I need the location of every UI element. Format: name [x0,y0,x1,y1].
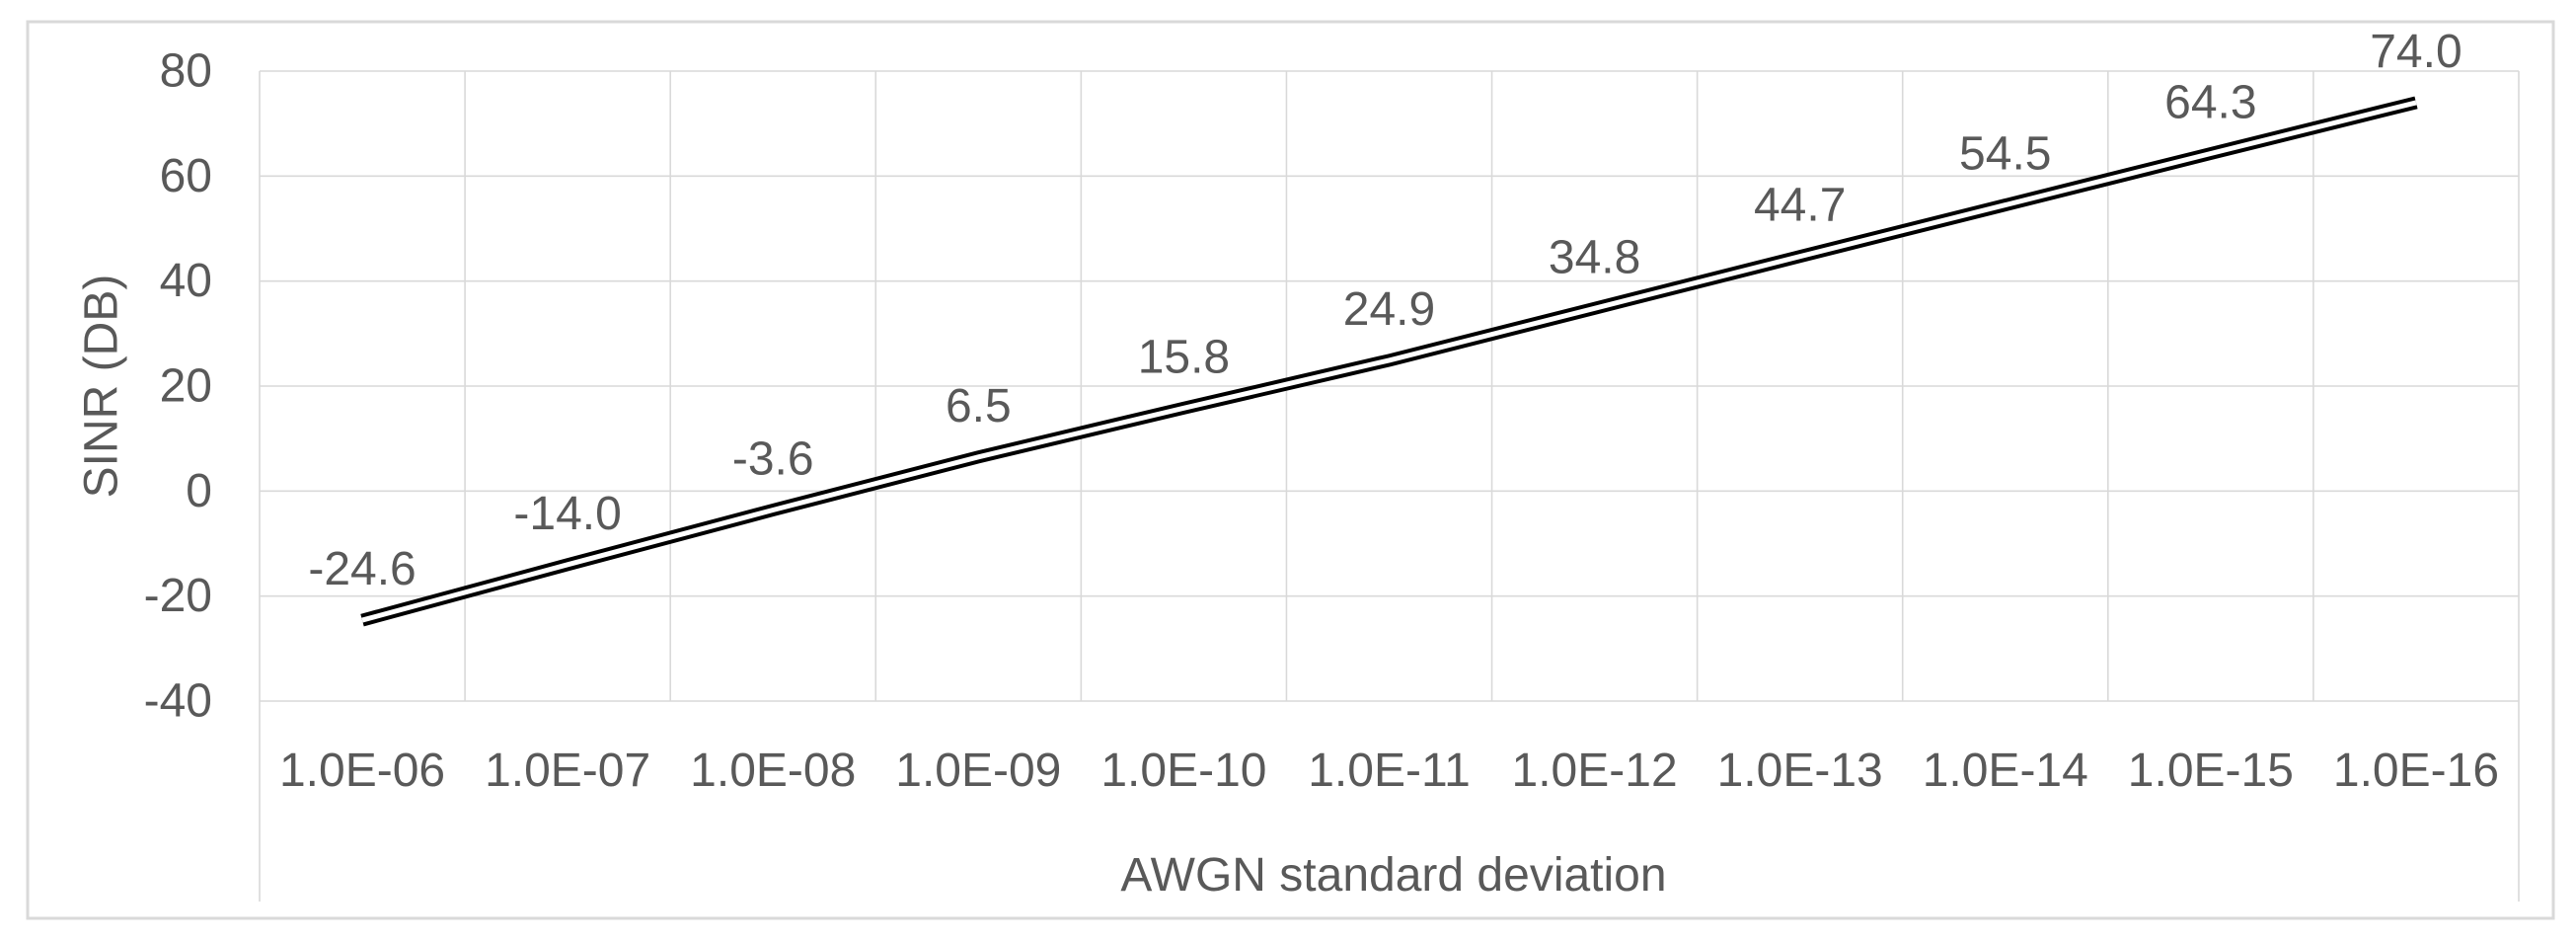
y-tick-label: -40 [144,675,212,728]
y-tick-label: 80 [160,45,212,98]
x-tick-label: 1.0E-15 [2128,745,2294,797]
x-tick-label: 1.0E-14 [1923,745,2088,797]
y-axis-title: SINR (DB) [76,275,128,499]
data-point-label: 54.5 [1959,128,2051,181]
data-point-label: 24.9 [1343,283,1435,336]
data-labels: -24.6 -14.0 -3.6 6.5 15.8 24.9 34.8 44.7 54.5 64.… [308,26,2462,595]
y-axis-tick-labels: 80 60 40 20 0 -20 -40 [144,45,212,728]
data-point-label: -24.6 [308,543,416,595]
x-tick-label: 1.0E-09 [895,745,1061,797]
x-axis-title: AWGN standard deviation [1120,849,1666,902]
data-point-label: 34.8 [1549,231,1640,283]
series-line-group [360,96,2418,627]
series-line-inner-gap [361,100,2417,623]
data-point-label: 44.7 [1754,180,1846,232]
x-tick-label: 1.0E-13 [1717,745,1883,797]
x-axis-tick-labels: 1.0E-06 1.0E-07 1.0E-08 1.0E-09 1.0E-10 1.0E-… [279,745,2499,797]
data-point-label: 64.3 [2164,76,2256,128]
chart-border [26,20,2555,920]
data-point-label: 74.0 [2370,26,2462,78]
x-tick-label: 1.0E-11 [1308,745,1471,797]
data-point-label: -14.0 [513,488,621,540]
x-tick-label: 1.0E-08 [690,745,856,797]
y-tick-label: 20 [160,360,212,413]
x-tick-label: 1.0E-07 [485,745,650,797]
x-tick-label: 1.0E-10 [1100,745,1266,797]
x-tick-label: 1.0E-06 [279,745,445,797]
data-point-label: 6.5 [946,380,1012,432]
y-tick-label: 60 [160,150,212,202]
data-point-label: -3.6 [732,432,814,485]
x-tick-label: 1.0E-16 [2333,745,2499,797]
y-tick-label: 40 [160,255,212,307]
y-tick-label: -20 [144,570,212,622]
x-tick-label: 1.0E-12 [1512,745,1678,797]
data-point-label: 15.8 [1138,331,1230,383]
y-tick-label: 0 [186,465,212,517]
